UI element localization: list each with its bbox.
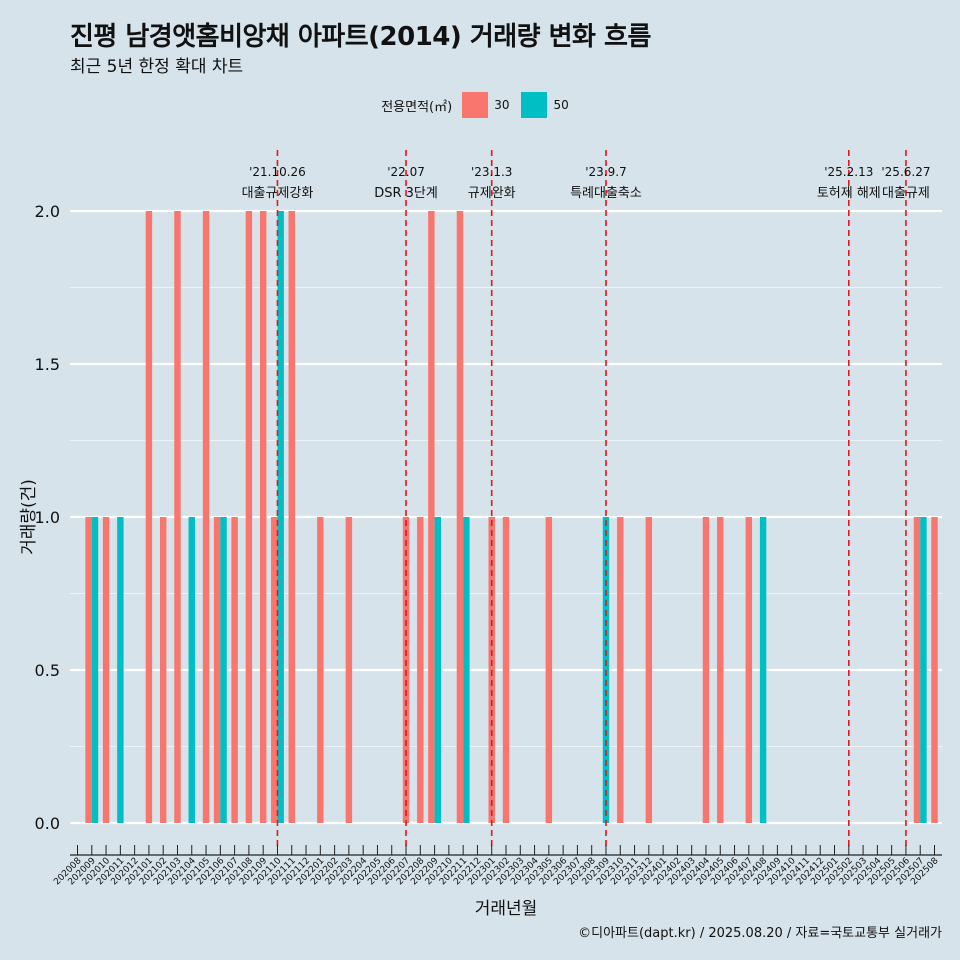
event-date-label: '25.6.27 (881, 165, 930, 179)
bar-30-202310 (617, 517, 624, 823)
bar-50-202211 (463, 517, 470, 823)
event-label: 대출규제 (882, 186, 930, 201)
bar-30-202009 (85, 517, 92, 823)
y-tick-label: 1.5 (35, 355, 60, 374)
legend-label-50: 50 (553, 98, 569, 112)
bar-30-202102 (159, 517, 167, 823)
source-caption: ©디아파트(dapt.kr) / 2025.08.20 / 자료=국토교통부 실… (578, 926, 942, 941)
legend-title: 전용면적(㎡) (381, 99, 453, 115)
legend: 전용면적(㎡) 30 50 (0, 92, 960, 118)
bar-50-202110 (277, 211, 284, 823)
y-tick-label: 2.0 (35, 202, 60, 221)
event-label: 대출규제강화 (242, 186, 314, 201)
bar-30-202110 (271, 517, 278, 823)
event-date-label: '21.10.26 (249, 165, 306, 179)
bar-30-202507 (913, 517, 921, 823)
bar-30-202405 (717, 517, 724, 823)
bar-30-202407 (745, 517, 753, 823)
event-label: 토허제 해제 (817, 186, 881, 201)
bar-30-202103 (174, 211, 181, 823)
bar-30-202508 (931, 517, 938, 823)
bar-50-202009 (91, 517, 99, 823)
bar-30-202010 (102, 517, 110, 823)
bar-30-202211 (456, 211, 464, 823)
bar-30-202201 (317, 517, 324, 823)
bar-50-202507 (920, 517, 927, 823)
bar-50-202408 (759, 517, 767, 823)
bar-30-202209 (428, 211, 435, 823)
y-tick-label: 0.0 (35, 814, 60, 833)
bar-50-202011 (117, 517, 124, 823)
bar-30-202312 (645, 517, 653, 823)
bar-50-202209 (434, 517, 442, 823)
y-tick-label: 1.0 (35, 508, 60, 527)
bar-30-202111 (288, 211, 295, 823)
y-tick-label: 0.5 (35, 661, 60, 680)
chart-subtitle: 최근 5년 한정 확대 차트 (70, 57, 244, 77)
event-date-label: '23.9.7 (585, 165, 626, 179)
bar-30-202109 (259, 211, 267, 823)
bar-30-202305 (545, 517, 553, 823)
bar-30-202106 (213, 517, 221, 823)
legend-swatch-30 (462, 92, 489, 118)
legend-item-30: 30 (462, 92, 519, 118)
bar-30-202208 (417, 517, 424, 823)
chart-title: 진평 남경앳홈비앙채 아파트(2014) 거래량 변화 흐름 (70, 22, 651, 52)
event-date-label: '22.07 (387, 165, 425, 179)
legend-item-50: 50 (521, 92, 578, 118)
legend-swatch-50 (521, 92, 548, 118)
event-label: 특례대출축소 (570, 186, 642, 201)
bar-50-202104 (188, 517, 195, 823)
bar-30-202404 (702, 517, 710, 823)
bar-30-202203 (345, 517, 353, 823)
bar-30-202105 (202, 211, 210, 823)
y-axis-title: 거래량(건) (19, 479, 39, 555)
bar-50-202106 (220, 517, 227, 823)
bar-30-202101 (145, 211, 153, 823)
event-date-label: '23.1.3 (471, 165, 512, 179)
bar-30-202108 (245, 211, 253, 823)
bar-30-202107 (231, 517, 238, 823)
legend-label-30: 30 (494, 98, 510, 112)
bar-30-202302 (502, 517, 510, 823)
event-label: DSR 3단계 (374, 186, 438, 201)
event-label: 규제완화 (468, 186, 516, 201)
x-axis-title: 거래년월 (475, 899, 538, 919)
event-date-label: '25.2.13 (824, 165, 873, 179)
